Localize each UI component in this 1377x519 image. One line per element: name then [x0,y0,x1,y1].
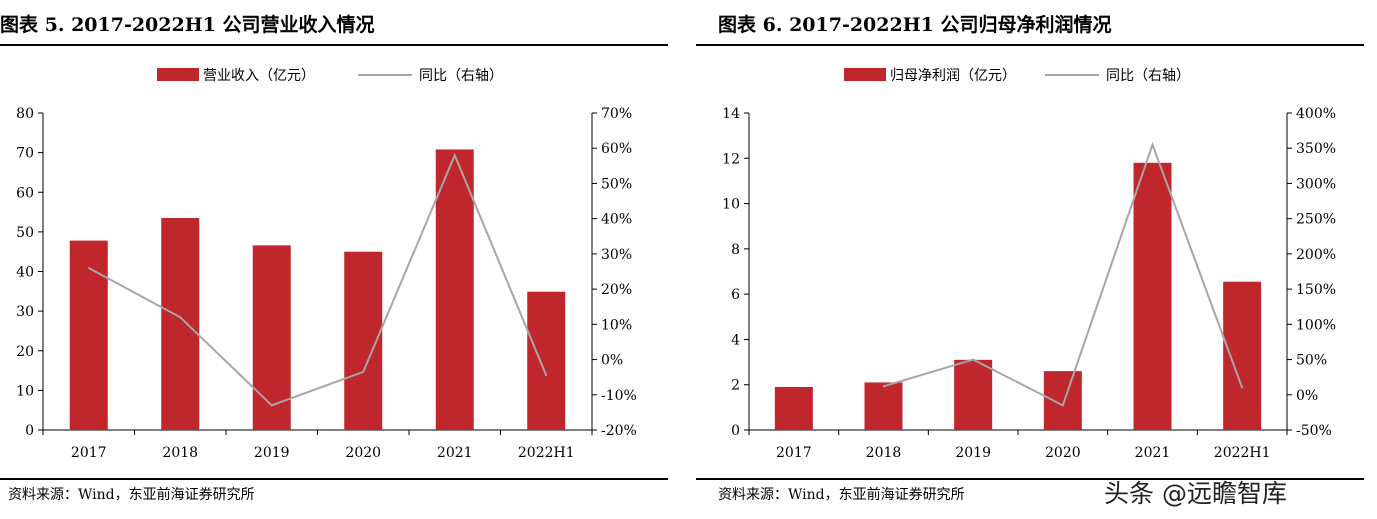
x-tick-label: 2022H1 [518,445,575,461]
y-tick-label: 30 [16,304,34,320]
y-tick-label: 10 [16,383,34,399]
y2-tick-label: 60% [601,141,632,157]
net-profit-chart: 归母净利润（亿元） 同比（右轴） 0 2 4 6 8 10 12 14 -50% 0% 50% 100% 1… [722,67,1336,461]
x-tick-label: 2022H1 [1214,445,1271,461]
yoy-growth-point [362,371,365,373]
net-profit-chart-panel: 图表 6. 2017-2022H1 公司归母净利润情况 归母净利润（亿元） 同比（… [696,0,1364,519]
y2-tick-label: -50% [1296,423,1332,439]
yoy-growth-point [545,374,548,377]
legend-line-label: 同比（右轴） [1106,68,1190,84]
y2-tick-label: 0% [1296,388,1318,404]
bar-2018 [161,218,200,430]
bar-2017 [774,386,813,430]
watermark: 头条 @远瞻智库 [1104,479,1287,508]
y-tick-label: 0 [25,423,34,439]
x-tick-label: 2019 [254,445,290,461]
title-rule [0,44,668,46]
bar-2020 [1043,371,1082,430]
y2-tick-label: 20% [601,282,632,298]
x-tick-label: 2017 [776,445,812,461]
y2-tick-label: 50% [1296,353,1327,369]
yoy-growth-point [1151,143,1154,146]
yoy-growth-point [270,404,273,407]
yoy-growth-line [88,152,548,407]
y-tick-label: 40 [16,265,34,281]
y2-tick-label: 0% [601,353,623,369]
yoy-growth-line [883,141,1244,407]
y2-tick-label: 100% [1296,317,1336,333]
y2-tick-label: 10% [601,317,632,333]
x-tick-label: 2017 [71,445,107,461]
chart-title: 图表 6. 2017-2022H1 公司归母净利润情况 [718,14,1112,36]
bar-2017 [69,240,108,430]
source-rule [696,478,1364,480]
y-tick-label: 0 [731,423,740,439]
y2-tick-label: -10% [601,388,637,404]
x-tick-label: 2018 [866,445,902,461]
y2-tick-label: 250% [1296,212,1336,228]
bar-2018 [864,382,903,430]
x-tick-label: 2019 [955,445,991,461]
source-note: 资料来源：Wind，东亚前海证券研究所 [8,487,255,503]
revenue-chart: 营业收入（亿元） 同比（右轴） 0 10 20 30 40 50 60 70 80 -20% -10% 0… [16,68,637,461]
x-tick-label: 2020 [1045,445,1081,461]
y2-tick-label: 150% [1296,282,1336,298]
y-tick-label: 12 [722,151,740,167]
y-tick-label: 8 [731,242,740,258]
x-tick-label: 2018 [162,445,198,461]
y-tick-label: 6 [731,287,740,303]
yoy-growth-point [972,358,974,361]
y-tick-label: 10 [722,197,740,213]
y2-tick-label: 200% [1296,247,1336,263]
y-tick-label: 60 [16,185,34,201]
x-tick-label: 2021 [437,445,473,461]
y2-tick-label: 70% [601,106,632,122]
y2-tick-label: 300% [1296,176,1336,192]
yoy-growth-point [87,267,90,269]
chart-title: 图表 5. 2017-2022H1 公司营业收入情况 [0,14,375,36]
y2-tick-label: 50% [601,176,632,192]
x-tick-label: 2021 [1135,445,1171,461]
yoy-growth-point [179,316,182,319]
y2-tick-label: -20% [601,423,637,439]
bar-2021 [1133,162,1172,431]
bar-2019 [252,245,291,430]
y-tick-label: 70 [16,146,34,162]
revenue-chart-panel: 图表 5. 2017-2022H1 公司营业收入情况 营业收入（亿元） 同比（右轴… [0,0,668,519]
y-tick-label: 50 [16,225,34,241]
y-tick-label: 4 [731,332,740,348]
yoy-growth-point [1241,386,1243,389]
title-rule [696,44,1364,46]
bar-2022h1 [527,291,566,430]
yoy-growth-point [882,385,885,388]
legend-line-label: 同比（右轴） [419,68,503,84]
y-tick-label: 2 [731,378,740,394]
yoy-growth-point [453,154,456,157]
legend-bar-swatch [157,68,199,81]
legend-bar-label: 营业收入（亿元） [203,68,315,84]
y2-tick-label: 40% [601,212,632,228]
legend-bar-swatch [844,68,886,81]
bar-2019 [954,359,993,430]
bar-2021 [435,149,474,430]
bar-2022h1 [1223,281,1262,430]
yoy-growth-point [1062,404,1064,407]
y-tick-label: 80 [16,106,34,122]
y-tick-label: 14 [722,106,740,122]
y2-tick-label: 400% [1296,106,1336,122]
y-tick-label: 20 [16,344,34,360]
legend-bar-label: 归母净利润（亿元） [890,67,1016,84]
x-tick-label: 2020 [345,445,381,461]
source-rule [0,478,668,480]
source-note: 资料来源：Wind，东亚前海证券研究所 [718,487,965,503]
y2-tick-label: 30% [601,247,632,263]
y2-tick-label: 350% [1296,141,1336,157]
